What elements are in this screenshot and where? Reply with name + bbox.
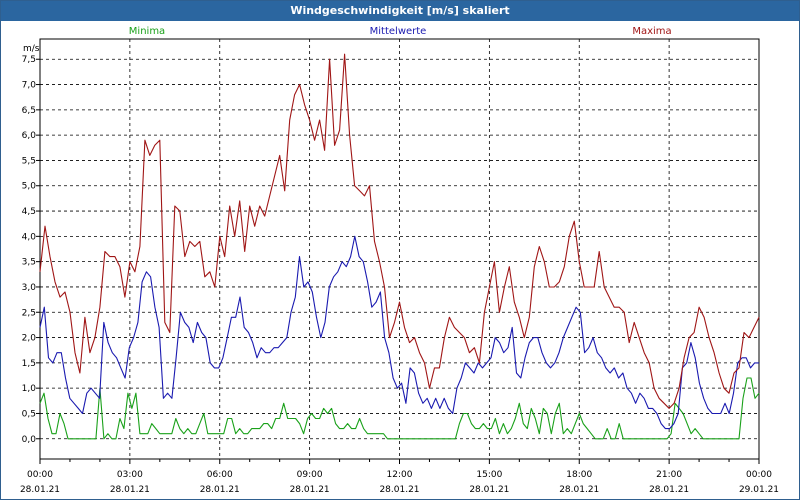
- y-tick-label: 3,0: [22, 283, 37, 293]
- x-tick-time: 03:00: [117, 470, 143, 480]
- x-tick-time: 18:00: [566, 470, 592, 480]
- wind-speed-chart: 0,0 0,5 1,0 1,5 2,0 2,5 3,0 3,5 4,0 4,5 5,0 5,5 6,0 6…: [20, 26, 779, 495]
- series-line-minima: [39, 377, 760, 440]
- y-tick-label: 4,5: [22, 207, 36, 217]
- x-tick-date: 29.01.21: [739, 485, 779, 495]
- y-tick-label: 6,5: [22, 106, 36, 116]
- y-tick-label: 5,0: [22, 182, 37, 192]
- x-tick-time: 21:00: [656, 470, 682, 480]
- x-tick-date: 28.01.21: [559, 485, 599, 495]
- x-tick-date: 28.01.21: [20, 485, 60, 495]
- legend-minima: Minima: [129, 26, 165, 37]
- x-tick-date: 28.01.21: [110, 485, 150, 495]
- y-tick-label: 6,0: [22, 131, 37, 141]
- x-tick-date: 28.01.21: [379, 485, 419, 495]
- series-line-mittelwerte: [39, 235, 759, 430]
- y-tick-label: 1,5: [22, 359, 36, 369]
- legend-mittelwerte: Mittelwerte: [370, 26, 427, 37]
- x-tick-time: 00:00: [746, 470, 772, 480]
- x-tick-time: 06:00: [207, 470, 233, 480]
- y-tick-label: 1,0: [22, 384, 37, 394]
- x-tick-date: 28.01.21: [469, 485, 509, 495]
- y-tick-label: 2,5: [22, 308, 36, 318]
- series-line-maxima: [39, 53, 760, 409]
- y-tick-label: 7,0: [22, 81, 37, 91]
- y-tick-label: 3,5: [22, 258, 36, 268]
- window-title: Windgeschwindigkeit [m/s] skaliert: [1, 1, 799, 21]
- x-tick-date: 28.01.21: [200, 485, 240, 495]
- y-tick-label: 0,5: [22, 409, 36, 419]
- y-tick-label: 7,5: [22, 55, 36, 65]
- x-tick-time: 12:00: [387, 470, 413, 480]
- y-tick-label: 2,0: [22, 334, 37, 344]
- x-tick-date: 28.01.21: [649, 485, 689, 495]
- x-tick-time: 00:00: [27, 470, 53, 480]
- y-tick-label: 5,5: [22, 156, 36, 166]
- legend-maxima: Maxima: [632, 26, 671, 37]
- x-tick-time: 09:00: [297, 470, 323, 480]
- x-tick-date: 28.01.21: [290, 485, 330, 495]
- y-tick-label: 0,0: [22, 435, 37, 445]
- y-tick-label: 4,0: [22, 232, 37, 242]
- x-tick-time: 15:00: [476, 470, 502, 480]
- y-axis-label: m/s: [23, 44, 40, 54]
